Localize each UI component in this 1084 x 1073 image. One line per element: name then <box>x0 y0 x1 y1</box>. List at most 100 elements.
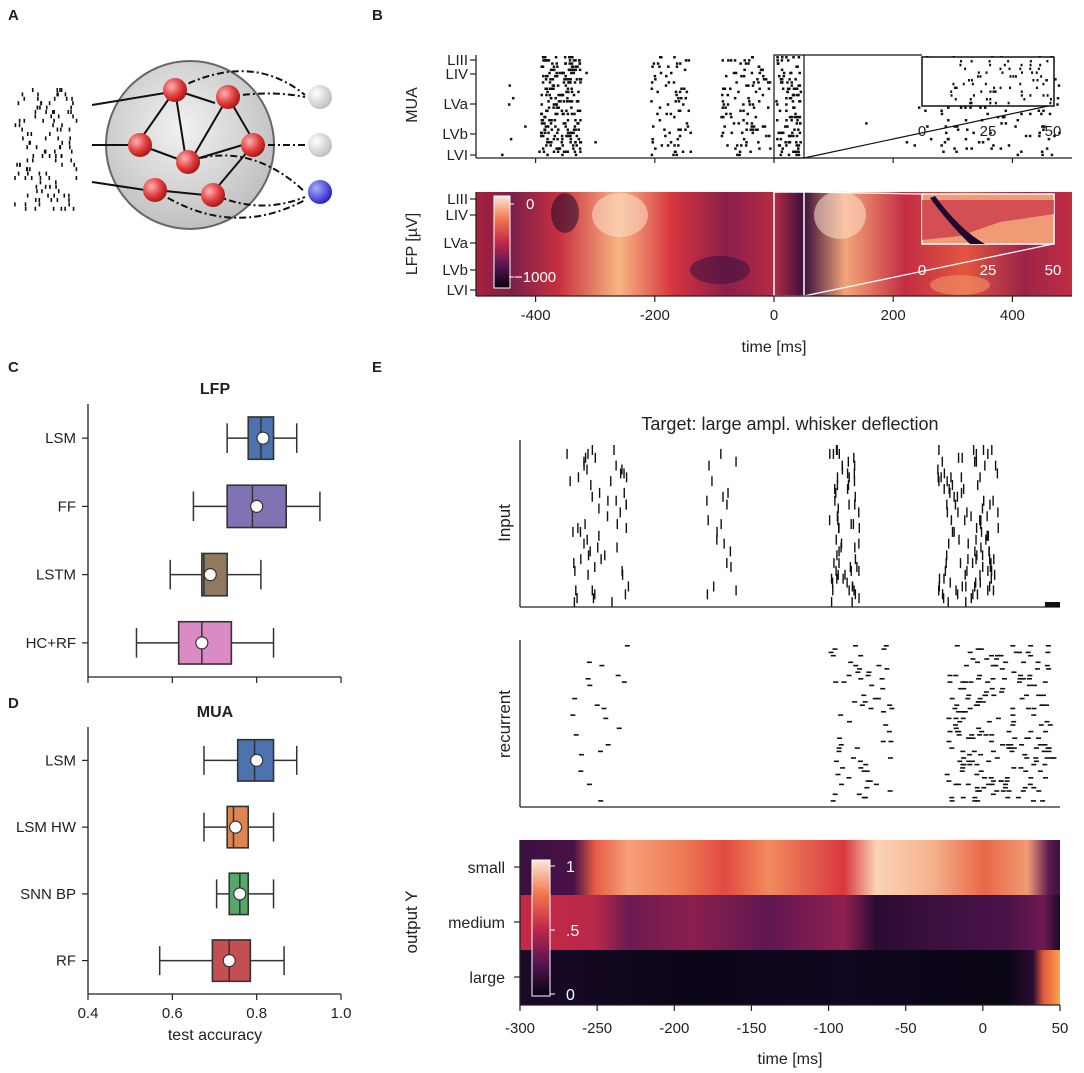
recurrent-spike <box>1011 767 1017 769</box>
recurrent-spike <box>1004 777 1010 779</box>
recurrent-spike <box>1046 750 1052 753</box>
mua-spike <box>567 78 570 81</box>
svg-text:25: 25 <box>980 262 997 279</box>
input-spike <box>579 526 582 537</box>
mua-spike <box>573 112 576 116</box>
mua-spike <box>651 65 654 68</box>
box-plot-mua: MUA 0.4 0.6 0.8 1.0 test accuracy LSM LSM HW SNN… <box>16 704 351 1044</box>
mua-spike <box>549 144 552 147</box>
mua-spike <box>964 137 968 141</box>
recurrent-spike <box>957 760 963 763</box>
input-spike <box>982 562 984 572</box>
mua-spike <box>547 131 550 135</box>
mua-spike <box>562 81 566 84</box>
input-spike <box>951 480 954 491</box>
recurrent-spike <box>1002 678 1008 680</box>
input-spike <box>989 499 991 510</box>
recurrent-spike <box>1028 730 1034 733</box>
recurrent-spike <box>1005 796 1011 799</box>
recurrent-spike <box>857 668 863 670</box>
mua-spike <box>797 150 800 153</box>
spike <box>45 171 48 176</box>
mua-spike <box>566 112 570 116</box>
input-spike <box>854 554 857 565</box>
input-spike <box>981 503 984 514</box>
mua-spike <box>571 65 575 68</box>
recurrent-spike <box>858 767 864 769</box>
mua-spike <box>563 78 566 81</box>
input-spike <box>591 585 593 596</box>
input-spike <box>706 495 708 506</box>
recurrent-spike <box>1006 730 1012 733</box>
mua-spike <box>540 134 543 138</box>
spike <box>63 193 66 198</box>
mua-spike <box>924 109 927 113</box>
input-spike <box>943 484 945 494</box>
mua-spike <box>564 84 568 87</box>
spike <box>18 118 21 123</box>
mua-spike <box>558 71 561 75</box>
input-spike <box>587 550 590 561</box>
mua-spike <box>743 59 746 62</box>
mua-spike <box>566 131 570 135</box>
mua-spike <box>553 74 557 78</box>
mua-spike <box>750 125 754 128</box>
input-spike <box>619 468 622 479</box>
mua-spike <box>780 68 784 72</box>
recurrent-spike <box>852 701 858 703</box>
input-spike <box>994 460 997 471</box>
mua-spike <box>667 65 670 68</box>
mua-spike <box>548 119 551 122</box>
recurrent-spike <box>1036 737 1042 739</box>
mua-spike <box>742 109 745 113</box>
mua-spike <box>685 90 689 94</box>
mua-spike <box>792 134 795 138</box>
mua-spike <box>763 125 767 128</box>
mua-spike <box>739 109 742 113</box>
recurrent-spike <box>963 681 969 683</box>
mua-spike <box>786 90 789 94</box>
mua-spike <box>552 150 556 153</box>
input-spike <box>834 495 836 506</box>
input-spike <box>953 526 955 537</box>
input-spike <box>990 573 992 584</box>
inset-spike <box>977 71 980 74</box>
input-spike <box>979 577 981 588</box>
input-spike <box>591 491 593 502</box>
recurrent-spike <box>974 763 980 766</box>
mua-spike <box>726 103 730 106</box>
mua-spike <box>917 106 921 109</box>
panel-b-xlabel: time [ms] <box>742 339 807 356</box>
mua-spike <box>664 84 668 87</box>
mua-spike <box>553 119 557 122</box>
input-spike <box>600 554 602 565</box>
mua-spike <box>1056 103 1059 106</box>
recurrent-spike <box>1002 786 1008 789</box>
mua-spike <box>564 74 567 78</box>
mua-spike <box>735 144 739 147</box>
recurrent-spike <box>846 674 852 677</box>
svg-text:50: 50 <box>1045 262 1062 279</box>
input-spike <box>625 523 628 533</box>
spike <box>30 176 33 180</box>
spike <box>44 136 47 141</box>
recurrent-spike <box>621 681 627 683</box>
recurrent-spike <box>949 747 955 749</box>
mua-spike <box>777 131 780 135</box>
mua-spike <box>781 147 784 150</box>
mua-spike <box>729 112 732 116</box>
mua-spike <box>686 125 690 128</box>
mua-spike <box>683 68 687 72</box>
inset-spike <box>1020 90 1023 93</box>
mua-spike <box>650 81 654 84</box>
input-spike <box>606 511 609 522</box>
mua-spike <box>571 56 574 59</box>
input-spike <box>980 526 983 537</box>
recurrent-spike <box>857 760 863 763</box>
mua-spike <box>721 59 724 62</box>
recurrent-spike <box>1035 661 1041 664</box>
input-spike <box>572 526 574 537</box>
input-spike <box>973 456 976 467</box>
output-row-label: large <box>469 970 505 987</box>
input-spike <box>726 499 728 510</box>
